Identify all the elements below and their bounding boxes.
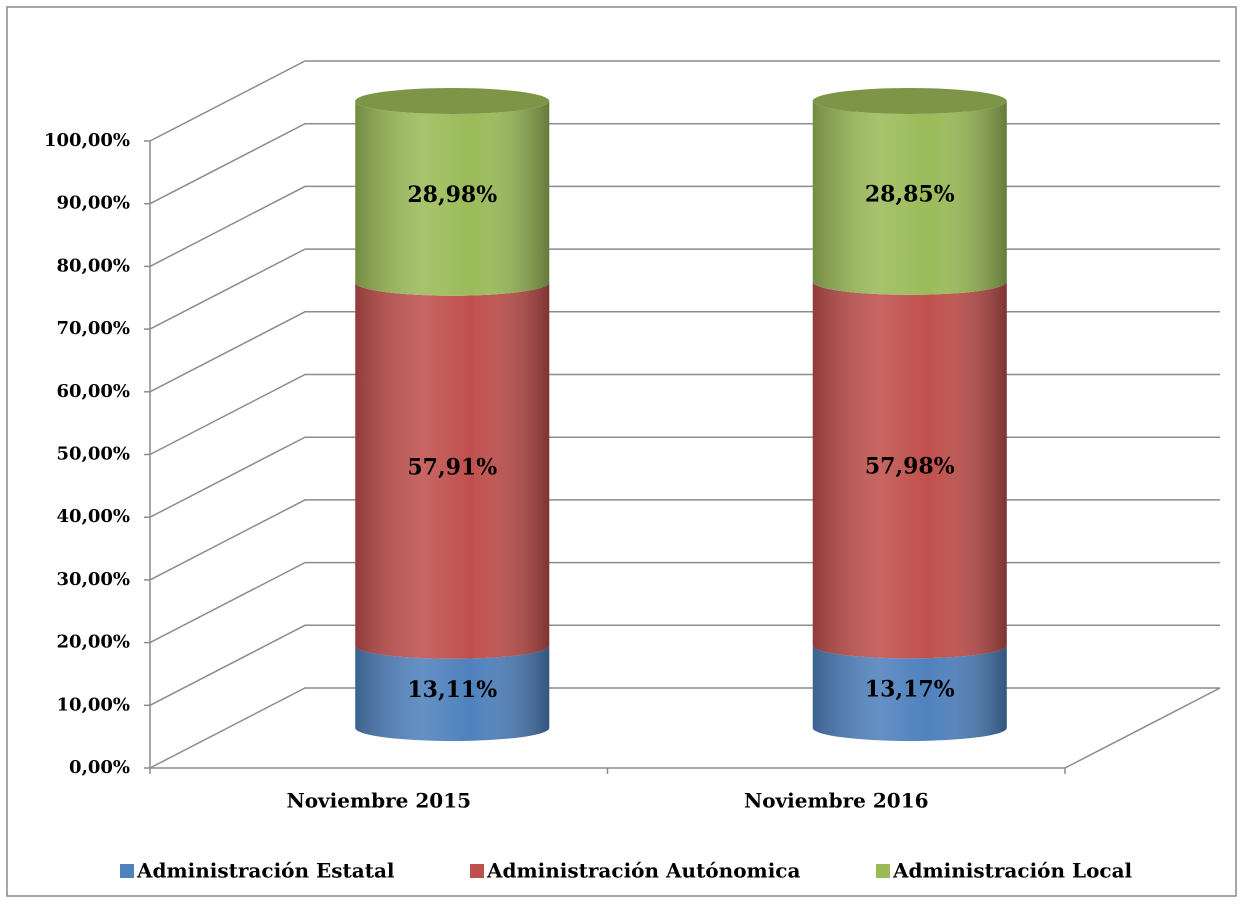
y-tick-label: 80,00% [57,255,130,276]
data-label: 28,98% [407,182,497,208]
cylinder-shade [812,645,1007,741]
data-label: 57,98% [865,454,955,480]
legend-swatch [876,864,890,878]
data-label: 28,85% [865,181,955,207]
legend-swatch [470,864,484,878]
legend-label: Administración Autónomica [486,859,800,883]
legend-label: Administración Local [892,859,1133,883]
data-label: 57,91% [407,454,497,480]
y-tick-label: 90,00% [57,193,130,214]
legend-label: Administración Estatal [136,859,395,883]
legend-swatch [120,864,134,878]
y-tick-label: 20,00% [57,632,130,653]
y-tick-label: 100,00% [44,130,130,151]
cylinder-top-shade [355,88,550,114]
chart-frame [6,6,1237,897]
cylinder-shade [812,101,1007,295]
data-label: 13,17% [865,677,955,703]
cylinder-top [355,88,550,114]
cylinder-top [812,88,1007,114]
cylinder-shade [355,101,550,296]
data-label: 13,11% [407,677,497,703]
y-tick-label: 30,00% [57,569,130,590]
cylinder-shade [812,281,1007,659]
y-tick-label: 0,00% [69,757,130,778]
grid-line [149,60,1220,142]
y-tick-label: 60,00% [57,381,130,402]
y-tick-label: 10,00% [57,694,130,715]
cylinder-shade [355,282,550,659]
y-tick-label: 70,00% [57,318,130,339]
y-tick-label: 50,00% [57,444,130,465]
cylinder-top-shade [812,88,1007,114]
y-tick-label: 40,00% [57,506,130,527]
x-tick-label: Noviembre 2015 [286,789,471,813]
x-tick-label: Noviembre 2016 [744,789,929,813]
cylinder-shade [355,645,550,742]
